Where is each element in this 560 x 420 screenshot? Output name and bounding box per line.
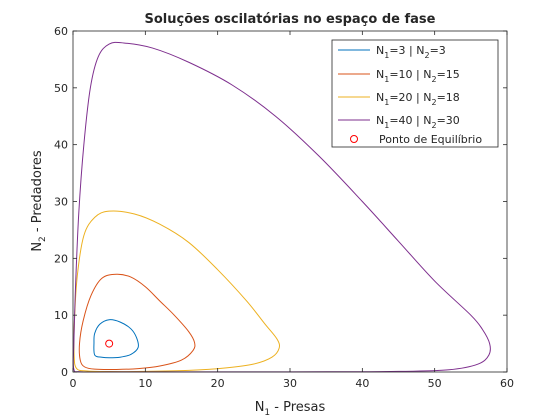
y-axis-label-rest: - Predadores [30,150,45,236]
legend-label-4: N1=40 | N2=30 [376,114,460,130]
plot-frame [72,30,508,373]
series-line-2 [78,273,196,371]
x-tick-label: 30 [283,377,297,390]
series-line-1 [93,319,139,359]
legend-box [331,39,499,148]
legend-label-2: N1=10 | N2=15 [376,68,460,84]
y-tick-label: 0 [61,366,68,379]
series-line-3 [73,210,281,373]
x-axis-label-main: N [255,400,265,415]
y-tick-label: 30 [54,196,68,209]
x-tick-label: 40 [355,377,369,390]
x-tick-label: 50 [428,377,442,390]
y-axis-label-sub: 2 [38,236,48,242]
x-tick-label: 10 [138,377,152,390]
legend-label-3: N1=20 | N2=18 [376,91,460,107]
y-tick-label: 60 [54,25,68,38]
x-tick-label: 60 [500,377,514,390]
x-axis-label: N1 - Presas [255,400,326,418]
y-axis-label-main: N [30,242,45,252]
equilibrium-point [105,339,114,348]
x-axis-label-rest: - Presas [270,400,325,415]
y-tick-label: 20 [54,252,68,265]
x-tick-label: 0 [70,377,77,390]
legend: N1=3 | N2=3 N1=10 | N2=15 N1=20 | N2=18 N1=… [331,39,499,148]
y-tick-label: 10 [54,309,68,322]
legend-swatch-equilibrium [350,135,358,143]
x-axis-label-sub: 1 [264,408,270,418]
y-axis-label: N2 - Predadores [30,150,48,252]
y-tick-label: 40 [54,139,68,152]
x-tick-label: 20 [211,377,225,390]
legend-label-1: N1=3 | N2=3 [376,44,446,60]
y-tick-label: 50 [54,82,68,95]
chart-title: Soluções oscilatórias no espaço de fase [145,12,436,27]
legend-label-equilibrium: Ponto de Equilíbrio [379,133,482,146]
ticks-layer: 0 10 20 30 40 50 60 0 10 20 30 40 50 60 [54,25,514,390]
